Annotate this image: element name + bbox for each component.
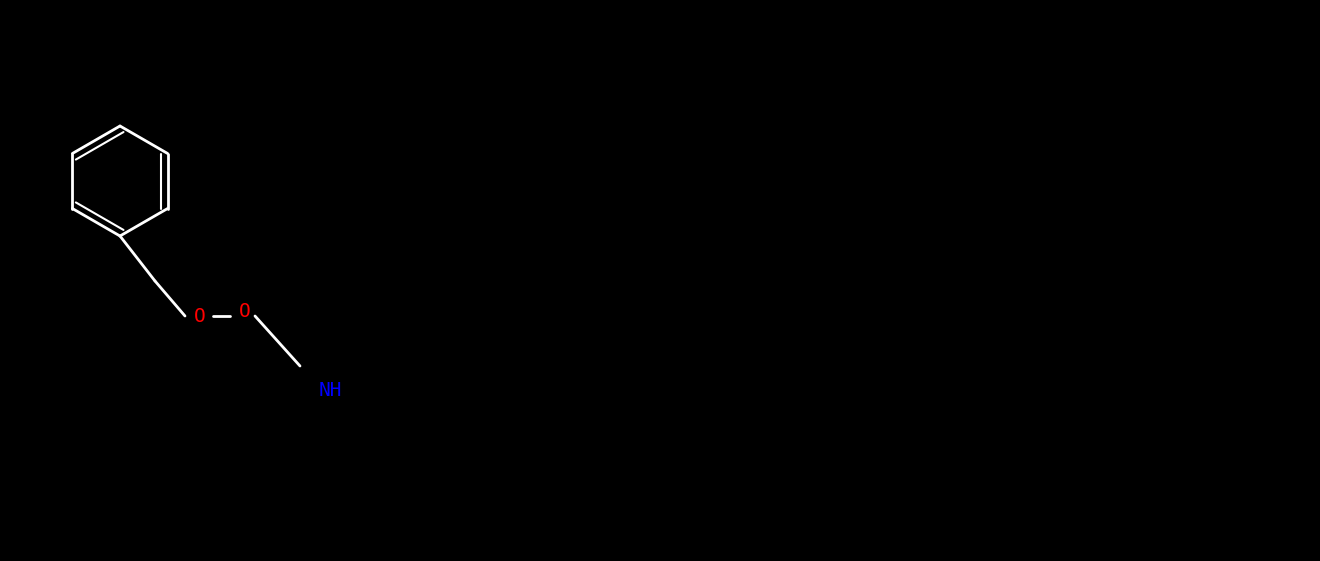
Text: O: O — [194, 306, 206, 325]
Text: O: O — [239, 301, 251, 320]
Text: NH: NH — [318, 381, 342, 401]
